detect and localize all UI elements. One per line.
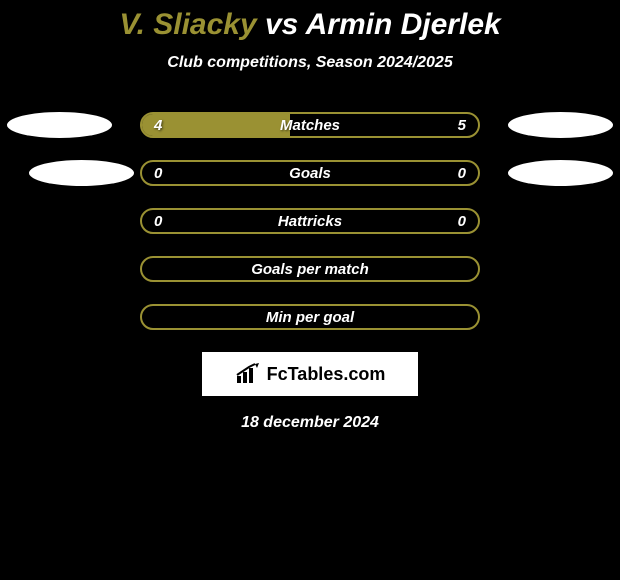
stat-bar: Min per goal bbox=[140, 304, 480, 330]
player1-country-oval bbox=[29, 160, 134, 186]
stat-row: 0Hattricks0 bbox=[0, 208, 620, 234]
player2-country-oval bbox=[508, 160, 613, 186]
chart-icon bbox=[235, 363, 261, 385]
spacer bbox=[7, 256, 112, 282]
stat-bar: 0Goals0 bbox=[140, 160, 480, 186]
stat-bar: 0Hattricks0 bbox=[140, 208, 480, 234]
spacer bbox=[508, 208, 613, 234]
player2-name: Armin Djerlek bbox=[306, 8, 501, 41]
stat-rows: 4Matches50Goals00Hattricks0Goals per mat… bbox=[0, 112, 620, 330]
stat-row: 0Goals0 bbox=[0, 160, 620, 186]
stat-value-player2: 0 bbox=[458, 165, 466, 182]
player1-country-oval bbox=[7, 112, 112, 138]
stat-label: Matches bbox=[142, 117, 478, 134]
vs-text: vs bbox=[265, 8, 298, 41]
spacer bbox=[508, 304, 613, 330]
stat-bar: 4Matches5 bbox=[140, 112, 480, 138]
page-title: V. Sliacky vs Armin Djerlek bbox=[0, 8, 620, 42]
stat-bar: Goals per match bbox=[140, 256, 480, 282]
stat-value-player2: 0 bbox=[458, 213, 466, 230]
stat-label: Min per goal bbox=[142, 309, 478, 326]
stat-label: Hattricks bbox=[142, 213, 478, 230]
logo-text: FcTables.com bbox=[267, 364, 386, 385]
logo-box: FcTables.com bbox=[202, 352, 418, 396]
player2-country-oval bbox=[508, 112, 613, 138]
stat-row: Min per goal bbox=[0, 304, 620, 330]
spacer bbox=[508, 256, 613, 282]
stat-label: Goals bbox=[142, 165, 478, 182]
player1-name: V. Sliacky bbox=[119, 8, 256, 41]
spacer bbox=[7, 208, 112, 234]
stat-label: Goals per match bbox=[142, 261, 478, 278]
subtitle: Club competitions, Season 2024/2025 bbox=[0, 54, 620, 72]
spacer bbox=[7, 304, 112, 330]
stat-value-player2: 5 bbox=[458, 117, 466, 134]
comparison-infographic: V. Sliacky vs Armin Djerlek Club competi… bbox=[0, 0, 620, 432]
stat-row: Goals per match bbox=[0, 256, 620, 282]
stat-row: 4Matches5 bbox=[0, 112, 620, 138]
date-text: 18 december 2024 bbox=[0, 414, 620, 432]
